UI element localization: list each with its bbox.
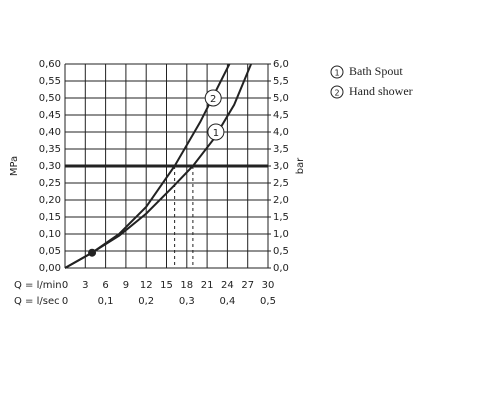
- x-tick-label: 0: [62, 280, 68, 291]
- legend-number: 2: [334, 89, 339, 98]
- y-tick-label: 0,50: [39, 93, 61, 104]
- x-axis-label: Q = l/min: [14, 280, 62, 291]
- y-tick-label: 0,00: [39, 263, 61, 274]
- y-tick-label: 0,30: [39, 161, 61, 172]
- y-tick-label: 0,15: [39, 212, 61, 223]
- x2-tick-label: 0,2: [138, 296, 154, 307]
- y-tick-label: 0,10: [39, 229, 61, 240]
- y2-tick-label: 5,0: [273, 93, 289, 104]
- y2-tick-label: 3,5: [273, 144, 289, 155]
- y2-tick-label: 0,5: [273, 246, 289, 257]
- x2-tick-label: 0,5: [260, 296, 276, 307]
- x-tick-label: 21: [201, 280, 214, 291]
- curve-label: 2: [210, 94, 216, 105]
- y2-tick-label: 3,0: [273, 161, 289, 172]
- y-tick-label: 0,60: [39, 59, 61, 70]
- y-tick-label: 0,40: [39, 127, 61, 138]
- x-tick-label: 24: [221, 280, 234, 291]
- y2-tick-label: 2,0: [273, 195, 289, 206]
- legend-circle: [330, 85, 344, 99]
- legend-label: Bath Spout: [349, 64, 403, 78]
- x-tick-label: 27: [241, 280, 254, 291]
- y-tick-label: 0,45: [39, 110, 61, 121]
- curve-label: 1: [213, 128, 219, 139]
- y2-tick-label: 5,5: [273, 76, 289, 87]
- x2-tick-label: 0,4: [219, 296, 235, 307]
- x2-tick-label: 0: [62, 296, 68, 307]
- y2-tick-label: 2,5: [273, 178, 289, 189]
- y2-tick-label: 1,5: [273, 212, 289, 223]
- x-tick-label: 18: [180, 280, 193, 291]
- y2-tick-label: 6,0: [273, 59, 289, 70]
- y-axis-label: MPa: [9, 156, 20, 176]
- legend-circle: [330, 65, 344, 79]
- y-tick-label: 0,20: [39, 195, 61, 206]
- x2-axis-label: Q = l/sec: [14, 296, 60, 307]
- x-tick-label: 12: [140, 280, 153, 291]
- y2-tick-label: 0,0: [273, 263, 289, 274]
- x-tick-label: 15: [160, 280, 173, 291]
- y-tick-label: 0,05: [39, 246, 61, 257]
- legend-label: Hand shower: [349, 84, 413, 98]
- point: [88, 248, 97, 257]
- x2-tick-label: 0,3: [179, 296, 195, 307]
- y-tick-label: 0,55: [39, 76, 61, 87]
- legend-number: 1: [334, 69, 339, 78]
- curve-label-circle: [204, 89, 222, 107]
- y2-tick-label: 4,5: [273, 110, 289, 121]
- y2-tick-label: 4,0: [273, 127, 289, 138]
- y-tick-label: 0,25: [39, 178, 61, 189]
- x2-tick-label: 0,1: [98, 296, 114, 307]
- x-tick-label: 30: [262, 280, 275, 291]
- y2-axis-label: bar: [295, 157, 306, 174]
- y-tick-label: 0,35: [39, 144, 61, 155]
- curve-label-circle: [207, 123, 225, 141]
- x-tick-label: 3: [82, 280, 88, 291]
- x-tick-label: 6: [102, 280, 108, 291]
- x-tick-label: 9: [123, 280, 129, 291]
- y2-tick-label: 1,0: [273, 229, 289, 240]
